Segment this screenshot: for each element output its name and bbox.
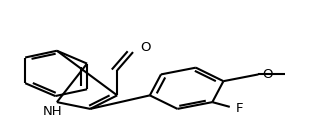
- Text: O: O: [140, 41, 151, 54]
- Text: O: O: [262, 68, 273, 81]
- Text: F: F: [236, 102, 244, 115]
- Text: NH: NH: [42, 105, 62, 118]
